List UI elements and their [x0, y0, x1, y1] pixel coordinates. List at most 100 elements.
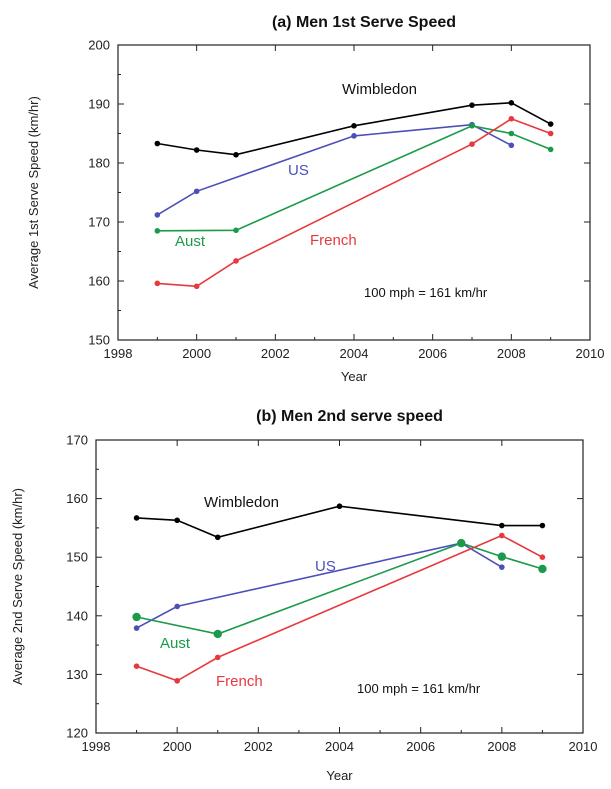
data-point — [508, 130, 515, 137]
series-line — [136, 542, 503, 629]
chart-panel-a: (a) Men 1st Serve Speed 1998 2000 2002 2004 2… — [26, 14, 604, 384]
x-tick-label: 2006 — [418, 346, 447, 361]
data-point — [469, 141, 475, 147]
series-label: Wimbledon — [342, 81, 417, 98]
data-point — [539, 522, 546, 529]
y-tick-label: 200 — [88, 38, 110, 53]
y-tick-label: 170 — [66, 433, 88, 448]
series-label: French — [310, 232, 357, 249]
unit-note: 100 mph = 161 km/hr — [357, 681, 481, 696]
data-point — [499, 564, 505, 570]
x-tick-label: 2002 — [261, 346, 290, 361]
data-point — [547, 146, 554, 153]
series-us: US — [133, 540, 505, 631]
series-french: French — [133, 532, 546, 690]
series-line — [136, 505, 543, 539]
data-point — [539, 554, 546, 560]
series-line — [136, 534, 543, 682]
data-point — [538, 564, 547, 574]
y-tick-label: 190 — [88, 97, 110, 112]
chart-title: (b) Men 2nd serve speed — [256, 408, 443, 425]
series-label: Aust — [160, 635, 191, 652]
data-point — [547, 121, 554, 127]
data-point — [174, 678, 180, 684]
x-tick-label: 2004 — [340, 346, 369, 361]
y-tick-label: 180 — [88, 156, 110, 171]
data-point — [233, 227, 239, 234]
series-line — [156, 123, 512, 216]
data-point — [193, 147, 200, 153]
unit-note: 100 mph = 161 km/hr — [364, 285, 488, 300]
data-point — [336, 503, 343, 510]
data-point — [174, 517, 180, 524]
data-point — [154, 228, 161, 234]
y-tick-label: 140 — [66, 608, 88, 623]
data-point — [193, 188, 200, 195]
data-point — [214, 534, 221, 541]
data-point — [499, 532, 505, 539]
x-tick-label: 2002 — [244, 739, 273, 754]
series-us: US — [154, 121, 515, 218]
data-point — [193, 283, 200, 290]
data-point — [174, 603, 180, 610]
data-point — [351, 123, 357, 129]
y-tick-label: 160 — [88, 274, 110, 289]
series-line — [136, 542, 543, 635]
data-point — [469, 123, 475, 129]
data-point — [154, 140, 161, 147]
series-label: US — [288, 162, 309, 179]
data-point — [351, 133, 357, 139]
series-wimbledon: Wimbledon — [133, 494, 546, 541]
data-point — [547, 130, 554, 137]
data-point — [508, 142, 515, 149]
x-tick-label: 2010 — [569, 739, 598, 754]
data-point — [469, 102, 475, 108]
data-point — [457, 538, 466, 548]
series-label: Wimbledon — [204, 494, 279, 511]
y-tick-label: 120 — [66, 726, 88, 741]
y-axis-label: Average 1st Serve Speed (km/hr) — [26, 96, 41, 289]
x-axis-label: Year — [326, 768, 353, 783]
x-axis-label: Year — [341, 369, 368, 384]
chart-title: (a) Men 1st Serve Speed — [272, 14, 456, 31]
series-aust: Aust — [154, 123, 554, 250]
data-point — [508, 115, 515, 122]
data-point — [213, 629, 222, 639]
x-tick-label: 2008 — [487, 739, 516, 754]
series-french: French — [154, 115, 554, 290]
data-point — [154, 212, 161, 218]
data-point — [133, 625, 140, 631]
y-tick-label: 150 — [88, 333, 110, 348]
series-label: French — [216, 673, 263, 690]
data-point — [508, 100, 515, 106]
data-point — [132, 612, 141, 622]
series-line — [157, 117, 551, 288]
data-point — [133, 663, 140, 669]
data-point — [499, 522, 505, 529]
series-line — [157, 124, 551, 232]
series-wimbledon: Wimbledon — [154, 81, 554, 158]
x-tick-label: 2000 — [182, 346, 211, 361]
data-point — [233, 151, 239, 158]
data-point — [233, 258, 239, 264]
y-tick-label: 160 — [66, 491, 88, 506]
x-tick-label: 1998 — [82, 739, 111, 754]
data-point — [133, 515, 140, 521]
y-tick-label: 130 — [66, 667, 88, 682]
chart-panel-b: (b) Men 2nd serve speed 1998 2000 2002 2004 2… — [10, 408, 597, 783]
y-axis-label: Average 2nd Serve Speed (km/hr) — [10, 488, 25, 685]
x-tick-label: 1998 — [104, 346, 133, 361]
x-tick-label: 2000 — [163, 739, 192, 754]
x-tick-label: 2010 — [576, 346, 605, 361]
y-tick-label: 170 — [88, 215, 110, 230]
x-tick-label: 2004 — [325, 739, 354, 754]
x-tick-label: 2008 — [497, 346, 526, 361]
series-aust: Aust — [132, 538, 547, 652]
data-point — [214, 654, 221, 661]
series-label: US — [315, 558, 336, 575]
plot-frame — [95, 439, 584, 734]
series-line — [157, 101, 552, 156]
y-tick-label: 150 — [66, 550, 88, 565]
data-point — [497, 552, 507, 561]
